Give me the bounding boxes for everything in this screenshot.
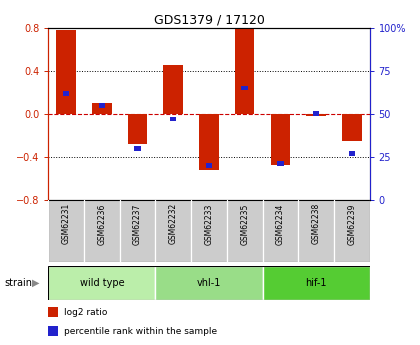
Text: GSM62234: GSM62234	[276, 203, 285, 245]
Bar	[277, 161, 284, 166]
Bar	[262, 266, 370, 300]
Text: GSM62236: GSM62236	[97, 203, 106, 245]
Text: GSM62235: GSM62235	[240, 203, 249, 245]
Bar	[134, 146, 141, 151]
Bar	[120, 200, 155, 262]
Bar	[63, 91, 69, 96]
Text: GSM62231: GSM62231	[62, 203, 71, 245]
Bar	[241, 86, 248, 90]
Text: hif-1: hif-1	[305, 278, 327, 288]
Bar	[349, 151, 355, 156]
Bar	[48, 266, 155, 300]
Bar	[99, 103, 105, 108]
Bar	[206, 163, 212, 168]
Bar	[313, 111, 319, 116]
Bar	[262, 200, 298, 262]
Text: log2 ratio: log2 ratio	[64, 308, 108, 317]
Text: strain: strain	[4, 278, 32, 288]
Bar	[342, 114, 362, 141]
Text: vhl-1: vhl-1	[197, 278, 221, 288]
Bar	[235, 28, 255, 114]
Bar	[170, 117, 176, 121]
Bar	[155, 200, 191, 262]
Bar	[48, 326, 58, 336]
Bar	[84, 200, 120, 262]
Text: GSM62239: GSM62239	[347, 203, 356, 245]
Bar	[56, 30, 76, 114]
Text: GSM62232: GSM62232	[169, 203, 178, 245]
Bar	[92, 103, 112, 114]
Bar	[191, 200, 227, 262]
Bar	[163, 65, 183, 114]
Text: GSM62237: GSM62237	[133, 203, 142, 245]
Text: GSM62238: GSM62238	[312, 203, 320, 245]
Bar	[227, 200, 262, 262]
Text: wild type: wild type	[79, 278, 124, 288]
Bar	[306, 114, 326, 116]
Title: GDS1379 / 17120: GDS1379 / 17120	[154, 13, 264, 27]
Bar	[334, 200, 370, 262]
Bar	[199, 114, 219, 170]
Bar	[128, 114, 147, 144]
Text: GSM62233: GSM62233	[205, 203, 213, 245]
Bar	[48, 200, 84, 262]
Text: percentile rank within the sample: percentile rank within the sample	[64, 327, 218, 336]
Text: ▶: ▶	[32, 278, 39, 288]
Bar	[155, 266, 262, 300]
Bar	[298, 200, 334, 262]
Bar	[270, 114, 290, 165]
Bar	[48, 307, 58, 317]
